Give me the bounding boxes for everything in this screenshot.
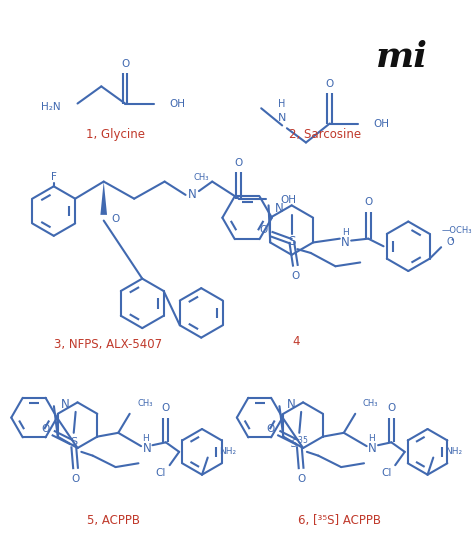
Text: Cl: Cl: [381, 468, 392, 478]
Text: OH: OH: [169, 99, 185, 110]
Text: NH₂: NH₂: [219, 447, 236, 456]
Polygon shape: [100, 181, 107, 215]
Text: N: N: [275, 201, 284, 214]
Text: O: O: [266, 424, 275, 434]
Text: mi: mi: [376, 40, 428, 74]
Text: O: O: [364, 198, 373, 207]
Text: $S^{35}$: $S^{35}$: [290, 434, 309, 451]
Text: CH₃: CH₃: [193, 173, 209, 181]
Text: O: O: [387, 403, 395, 413]
Text: OH: OH: [374, 119, 390, 129]
Text: O: O: [326, 79, 334, 89]
Text: F: F: [51, 172, 57, 182]
Text: O: O: [259, 225, 267, 235]
Text: H₂N: H₂N: [41, 102, 60, 112]
Text: O: O: [72, 473, 80, 483]
Text: CH₃: CH₃: [363, 399, 378, 408]
Text: O: O: [235, 157, 243, 168]
Text: Cl: Cl: [155, 468, 166, 478]
Text: N: N: [341, 236, 350, 249]
Text: N: N: [287, 398, 295, 411]
Text: N: N: [61, 398, 70, 411]
Text: N: N: [142, 443, 151, 456]
Text: H: H: [278, 99, 286, 110]
Text: 3, NFPS, ALX-5407: 3, NFPS, ALX-5407: [54, 338, 162, 351]
Text: O: O: [447, 237, 455, 247]
Text: 6, [³⁵S] ACPPB: 6, [³⁵S] ACPPB: [298, 514, 381, 527]
Text: O: O: [292, 271, 300, 281]
Text: O: O: [297, 473, 305, 483]
Text: H: H: [342, 229, 349, 237]
Text: S: S: [288, 235, 295, 248]
Text: N: N: [368, 443, 377, 456]
Text: H: H: [368, 434, 375, 443]
Text: 5, ACPPB: 5, ACPPB: [87, 514, 140, 527]
Text: CH₃: CH₃: [137, 399, 153, 408]
Text: 1, Glycine: 1, Glycine: [86, 129, 145, 141]
Text: O: O: [41, 424, 49, 434]
Text: O: O: [121, 59, 129, 68]
Text: N: N: [188, 188, 197, 201]
Text: 2, Sarcosine: 2, Sarcosine: [289, 129, 361, 141]
Text: 4: 4: [292, 335, 300, 348]
Text: —OCH₃: —OCH₃: [441, 225, 472, 235]
Text: N: N: [278, 113, 286, 123]
Text: O: O: [111, 214, 119, 224]
Text: OH: OH: [281, 194, 297, 205]
Text: H: H: [143, 434, 149, 443]
Text: O: O: [162, 403, 170, 413]
Text: NH₂: NH₂: [445, 447, 462, 456]
Text: S: S: [70, 437, 77, 447]
